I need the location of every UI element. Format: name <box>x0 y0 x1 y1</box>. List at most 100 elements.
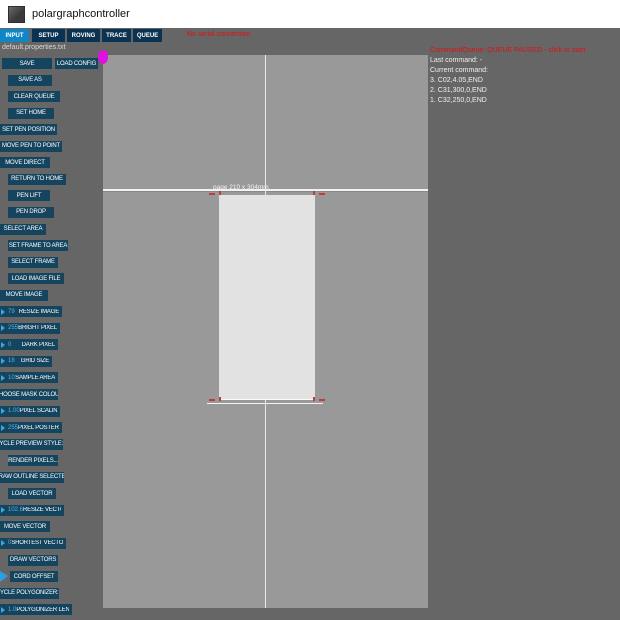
sidebar-row: CHOOSE MASK COLOUR <box>0 389 100 400</box>
sidebar-row: SELECT AREA <box>0 223 100 235</box>
sidebar-row: SET PEN POSITION <box>0 124 100 136</box>
machine-canvas[interactable]: page 210 x 304mm <box>98 50 428 608</box>
sidebar-row: SET FRAME TO AREA <box>0 240 100 252</box>
select-frame-button[interactable]: SELECT FRAME <box>8 256 58 268</box>
save-as-button[interactable]: SAVE AS <box>8 74 52 86</box>
pen-lift-button[interactable]: PEN LIFT <box>8 190 50 202</box>
sidebar-row: 255 BRIGHT PIXEL <box>0 322 100 334</box>
sidebar-row: CYCLE POLYGONIZER: 1 <box>0 587 100 599</box>
move-pen-to-point-button[interactable]: MOVE PEN TO POINT <box>0 140 62 152</box>
sidebar-row: CYCLE PREVIEW STYLE: 3 <box>0 438 100 450</box>
shortest-vector-spinner[interactable]: 0 SHORTEST VECTOR <box>0 537 66 549</box>
corner-mark-top-right <box>319 193 325 195</box>
pixel-posterize-label: PIXEL POSTERIZE <box>18 424 59 431</box>
bright-pixel-value: 255 <box>8 325 19 332</box>
polygonizer-length-label: POLYGONIZER LENGTH <box>16 606 69 613</box>
tab-trace[interactable]: TRACE <box>102 29 131 42</box>
sidebar-row: MOVE IMAGE <box>0 289 100 301</box>
pen-position-icon <box>98 50 108 64</box>
pen-drop-button[interactable]: PEN DROP <box>8 206 54 218</box>
dark-pixel-label: DARK PIXEL <box>21 341 55 348</box>
window-title: polargraphcontroller <box>32 8 130 20</box>
select-area-button[interactable]: SELECT AREA <box>0 223 46 235</box>
load-image-file-button[interactable]: LOAD IMAGE FILE <box>8 273 64 285</box>
properties-filename: default.properties.txt <box>2 44 66 51</box>
resize-image-spinner[interactable]: 79 RESIZE IMAGE <box>0 306 62 318</box>
choose-mask-colour-button[interactable]: CHOOSE MASK COLOUR <box>0 389 58 400</box>
resize-vector-value: 102.6 <box>8 507 24 514</box>
dark-pixel-spinner[interactable]: 0 DARK PIXEL <box>0 339 58 351</box>
right-triangle-icon <box>1 308 5 315</box>
save-button[interactable]: SAVE <box>2 58 52 69</box>
sidebar-row: 0 SHORTEST VECTOR <box>0 537 100 549</box>
corner-mark-bottom-right-tick <box>313 397 315 401</box>
load-config-button[interactable]: LOAD CONFIG <box>55 58 98 69</box>
cycle-polygonizer-1-button[interactable]: CYCLE POLYGONIZER: 1 <box>0 587 59 599</box>
sidebar-row: RETURN TO HOME <box>0 173 100 185</box>
set-pen-position-button[interactable]: SET PEN POSITION <box>0 124 57 136</box>
sidebar-row: CLEAR QUEUE <box>0 91 100 103</box>
queue-line: 3. C02,4.05,END <box>430 77 483 84</box>
right-triangle-icon <box>0 571 8 583</box>
bright-pixel-label: BRIGHT PIXEL <box>18 325 57 332</box>
load-vector-button[interactable]: LOAD VECTOR <box>8 488 56 500</box>
right-triangle-icon <box>1 507 5 514</box>
set-frame-to-area-button[interactable]: SET FRAME TO AREA <box>8 240 68 252</box>
sidebar-row: LOAD IMAGE FILE <box>0 273 100 285</box>
queue-line: 1. C32,250,0,END <box>430 97 487 104</box>
clear-queue-button[interactable]: CLEAR QUEUE <box>8 91 60 103</box>
sidebar-row: 18 GRID SIZE <box>0 355 100 367</box>
set-home-button[interactable]: SET HOME <box>8 107 54 119</box>
sidebar-row: 0 DARK PIXEL <box>0 339 100 351</box>
draw-outline-selected-button[interactable]: DRAW OUTLINE SELECTED <box>0 471 64 483</box>
grid-size-spinner[interactable]: 18 GRID SIZE <box>0 355 52 367</box>
serial-status: No serial connection. <box>187 31 253 38</box>
sidebar-row: MOVE DIRECT <box>0 157 100 169</box>
right-triangle-icon <box>1 358 5 365</box>
queue-line: Last command: - <box>430 57 483 64</box>
cycle-preview-style-3-button[interactable]: CYCLE PREVIEW STYLE: 3 <box>0 438 63 450</box>
shortest-vector-label: SHORTEST VECTOR <box>11 540 63 547</box>
dark-pixel-value: 0 <box>8 341 12 348</box>
right-triangle-icon <box>1 540 5 547</box>
pixel-scaling-label: PIXEL SCALING <box>19 408 57 415</box>
sample-area-spinner[interactable]: 10 SAMPLE AREA <box>0 372 58 384</box>
command-queue-panel: CommandQueue: QUEUE PAUSED - click to st… <box>430 46 616 106</box>
corner-mark-top-left-tick <box>219 191 221 195</box>
tab-input[interactable]: INPUT <box>0 29 29 42</box>
cord-offset-button[interactable]: CORD OFFSET <box>10 571 58 583</box>
right-triangle-icon <box>1 325 5 332</box>
pixel-posterize-value: 255 <box>8 424 19 431</box>
queue-line: 2. C31,300,0,END <box>430 87 487 94</box>
tab-setup[interactable]: SETUP <box>32 29 65 42</box>
move-vector-button[interactable]: MOVE VECTOR <box>0 521 50 533</box>
corner-mark-top-right-tick <box>313 191 315 195</box>
move-direct-button[interactable]: MOVE DIRECT <box>0 157 50 169</box>
polygonizer-length-value: 1.0 <box>8 606 17 613</box>
sidebar-row: RENDER PIXELS... <box>0 455 100 467</box>
sidebar-row: PEN LIFT <box>0 190 100 202</box>
sample-area-value: 10 <box>8 374 15 381</box>
move-image-button[interactable]: MOVE IMAGE <box>0 289 48 301</box>
render-pixels-button[interactable]: RENDER PIXELS... <box>8 455 58 467</box>
queue-status-header[interactable]: CommandQueue: QUEUE PAUSED - click to st… <box>430 47 586 54</box>
tab-roving[interactable]: ROVING <box>67 29 100 42</box>
sidebar-row: LOAD VECTOR <box>0 488 100 500</box>
draw-vectors-button[interactable]: DRAW VECTORS <box>8 554 58 566</box>
tab-queue[interactable]: QUEUE <box>133 29 162 42</box>
sidebar-row: DRAW OUTLINE SELECTED <box>0 471 100 483</box>
bright-pixel-spinner[interactable]: 255 BRIGHT PIXEL <box>0 322 60 334</box>
sidebar-row: DRAW VECTORS <box>0 554 100 566</box>
shortest-vector-value: 0 <box>8 540 12 547</box>
page-baseline <box>207 403 323 404</box>
return-to-home-button[interactable]: RETURN TO HOME <box>8 173 66 185</box>
sidebar-row: CORD OFFSET <box>0 571 100 583</box>
